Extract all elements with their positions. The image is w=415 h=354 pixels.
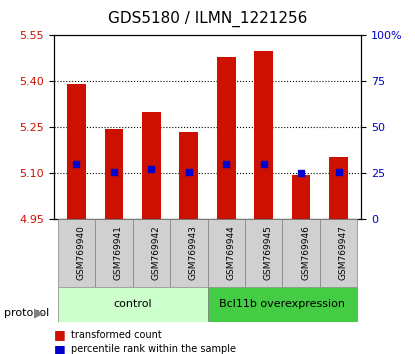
Bar: [67, 85, 86, 219]
Text: Bcl11b overexpression: Bcl11b overexpression: [220, 299, 345, 309]
Text: ■: ■: [54, 343, 66, 354]
Text: ■: ■: [54, 328, 66, 341]
Bar: [58, 287, 208, 322]
Bar: [105, 129, 123, 219]
Text: GSM769940: GSM769940: [76, 225, 85, 280]
Text: GSM769944: GSM769944: [226, 225, 235, 280]
Bar: [292, 175, 310, 219]
Bar: [58, 219, 95, 287]
Text: protocol: protocol: [4, 308, 49, 318]
Bar: [170, 219, 208, 287]
Bar: [329, 156, 348, 219]
Bar: [254, 51, 273, 219]
Text: ▶: ▶: [34, 307, 44, 320]
Bar: [208, 287, 357, 322]
Bar: [142, 112, 161, 219]
Bar: [179, 132, 198, 219]
Text: percentile rank within the sample: percentile rank within the sample: [71, 344, 236, 354]
Bar: [217, 57, 236, 219]
Text: GSM769945: GSM769945: [264, 225, 273, 280]
Bar: [133, 219, 170, 287]
Bar: [95, 219, 133, 287]
Bar: [282, 219, 320, 287]
Text: GDS5180 / ILMN_1221256: GDS5180 / ILMN_1221256: [108, 11, 307, 27]
Text: GSM769943: GSM769943: [189, 225, 198, 280]
Bar: [208, 219, 245, 287]
Text: control: control: [113, 299, 152, 309]
Text: transformed count: transformed count: [71, 330, 161, 339]
Text: GSM769947: GSM769947: [339, 225, 348, 280]
Bar: [320, 219, 357, 287]
Bar: [245, 219, 282, 287]
Text: GSM769942: GSM769942: [151, 225, 160, 280]
Text: GSM769946: GSM769946: [301, 225, 310, 280]
Text: GSM769941: GSM769941: [114, 225, 123, 280]
